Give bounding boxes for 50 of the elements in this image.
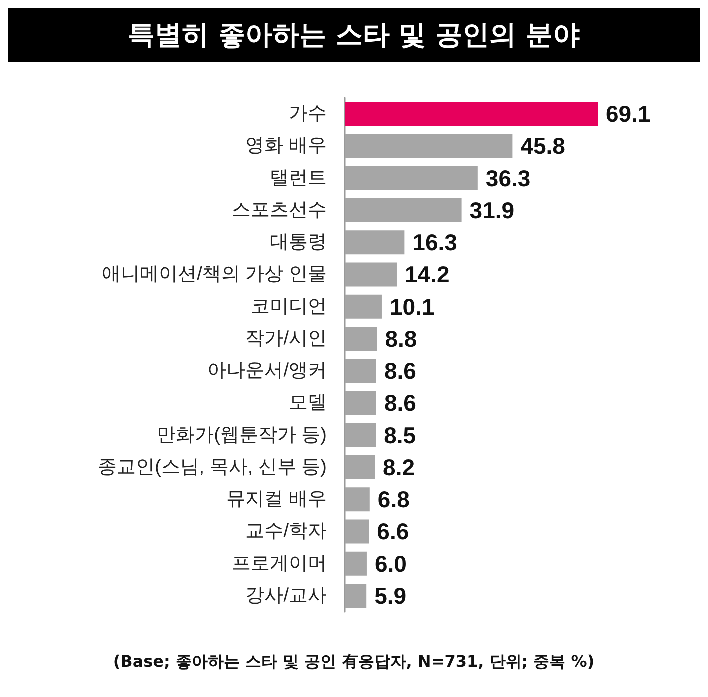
data-label: 14.2 [404,262,450,288]
y-tick-label: 영화 배우 [246,136,327,157]
y-tick-label: 코미디언 [251,296,327,318]
bar [345,198,462,222]
y-tick-label: 가수 [289,104,327,125]
data-label: 8.6 [384,358,416,384]
bar [345,359,376,384]
y-tick-label: 종교인(스님, 목사, 신부 등) [98,456,327,478]
y-tick-label: 프로게이머 [232,553,327,574]
data-label: 8.5 [384,422,416,448]
data-label: 31.9 [470,197,515,224]
bar [345,488,370,512]
bar [345,584,367,608]
bar [345,326,378,351]
data-label: 8.8 [385,326,418,352]
y-tick-label: 뮤지컬 배우 [226,489,327,510]
data-label: 16.3 [412,230,458,256]
y-tick-label: 애니메이션/책의 가상 인물 [102,264,327,286]
bar [345,166,478,190]
y-tick-label: 아나운서/앵커 [208,360,327,382]
bar [345,455,376,480]
data-label: 36.3 [486,165,531,192]
y-tick-label: 탤런트 [270,168,327,189]
bar [345,230,405,255]
y-tick-label: 스포츠선수 [232,200,327,221]
bar [345,102,598,126]
data-label: 69.1 [606,101,651,128]
y-tick-label: 작가/시인 [246,328,327,350]
data-label: 6.0 [374,550,407,577]
data-label: 6.8 [378,486,410,513]
y-tick-label: 대통령 [270,232,327,254]
bar [345,552,367,576]
data-label: 45.8 [520,133,566,160]
chart-title: 특별히 좋아하는 스타 및 공인의 분야 [8,8,700,62]
data-label: 10.1 [390,294,435,320]
bar [345,520,370,544]
y-tick-label: 강사/교사 [246,585,327,606]
data-label: 8.2 [383,454,416,480]
bar [345,262,397,287]
bar [345,294,382,319]
data-label: 8.6 [384,390,416,416]
bar [345,134,513,158]
bar [345,423,376,448]
y-tick-label: 만화가(웹툰작가 등) [157,424,327,446]
data-label: 5.9 [374,582,407,609]
data-label: 6.6 [377,518,410,545]
y-tick-label: 모델 [289,392,327,414]
bar [345,391,376,416]
text: (Base; 좋아하는 스타 및 공인 有응답자, N=731, 단위; 중복 %) [112,652,596,673]
y-tick-label: 교수/학자 [246,521,327,542]
